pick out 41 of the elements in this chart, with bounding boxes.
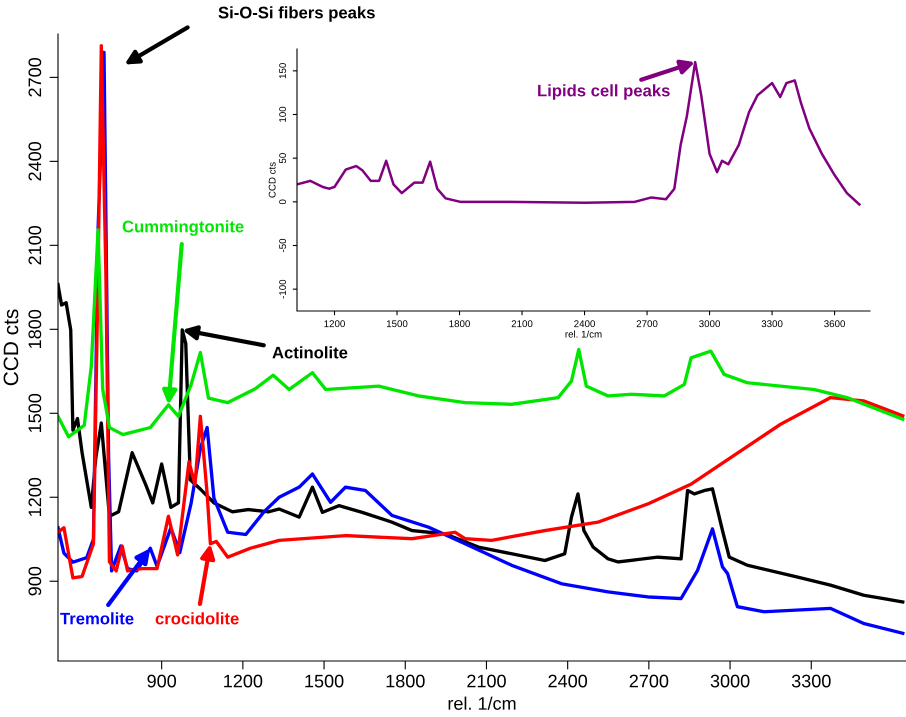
y-axis-title: CCD cts — [4, 309, 18, 386]
y-tick-label: 150 — [279, 63, 286, 78]
annotation: Tremolite — [60, 612, 134, 624]
y-tick-label: 1200 — [28, 478, 42, 516]
x-tick-label: 1500 — [305, 674, 344, 688]
annotation: Actinolite — [272, 346, 348, 358]
y-tick-label: 2100 — [28, 226, 42, 265]
y-tick-label: 1500 — [28, 394, 42, 432]
y-tick-label: 100 — [279, 106, 286, 122]
annotation: crocidolite — [156, 612, 239, 624]
y-tick-label: 2700 — [28, 58, 42, 97]
x-tick-label: 3300 — [792, 674, 831, 688]
y-tick-label: 50 — [279, 153, 286, 164]
x-tick-label: 2100 — [512, 320, 532, 328]
x-tick-label: 1200 — [224, 674, 262, 688]
annotation: Lipids cell peaks — [538, 84, 670, 100]
x-tick-label: 1500 — [386, 320, 408, 328]
x-tick-label: 2400 — [574, 320, 595, 328]
annotation: Cummingtonite — [122, 220, 244, 236]
x-tick-label: 1800 — [386, 674, 425, 688]
text: Si-O-Si fibers peaks — [218, 6, 375, 22]
y-tick-label: 2400 — [28, 142, 42, 181]
x-tick-label: 2100 — [467, 674, 506, 688]
y-tick-label: -50 — [279, 238, 286, 252]
x-tick-label: 2700 — [636, 320, 658, 328]
y-tick-label: 900 — [28, 566, 42, 596]
y-axis-title: CCD cts — [268, 162, 276, 198]
line-series — [297, 60, 861, 206]
x-tick-label: 3300 — [762, 320, 783, 328]
x-tick-label: 2400 — [548, 674, 588, 688]
x-tick-label: 1200 — [324, 320, 345, 328]
x-tick-label: 900 — [147, 674, 176, 688]
x-tick-label: 2700 — [630, 674, 668, 688]
x-tick-label: 3000 — [699, 320, 720, 328]
y-tick-label: 0 — [279, 200, 286, 204]
x-axis-title: rel. 1/cm — [566, 330, 602, 338]
x-tick-label: 3600 — [824, 320, 846, 328]
x-tick-label: 3000 — [710, 674, 750, 688]
x-tick-label: 1800 — [449, 320, 470, 328]
x-axis-title: rel. 1/cm — [448, 696, 516, 710]
y-tick-label: -100 — [279, 280, 286, 298]
